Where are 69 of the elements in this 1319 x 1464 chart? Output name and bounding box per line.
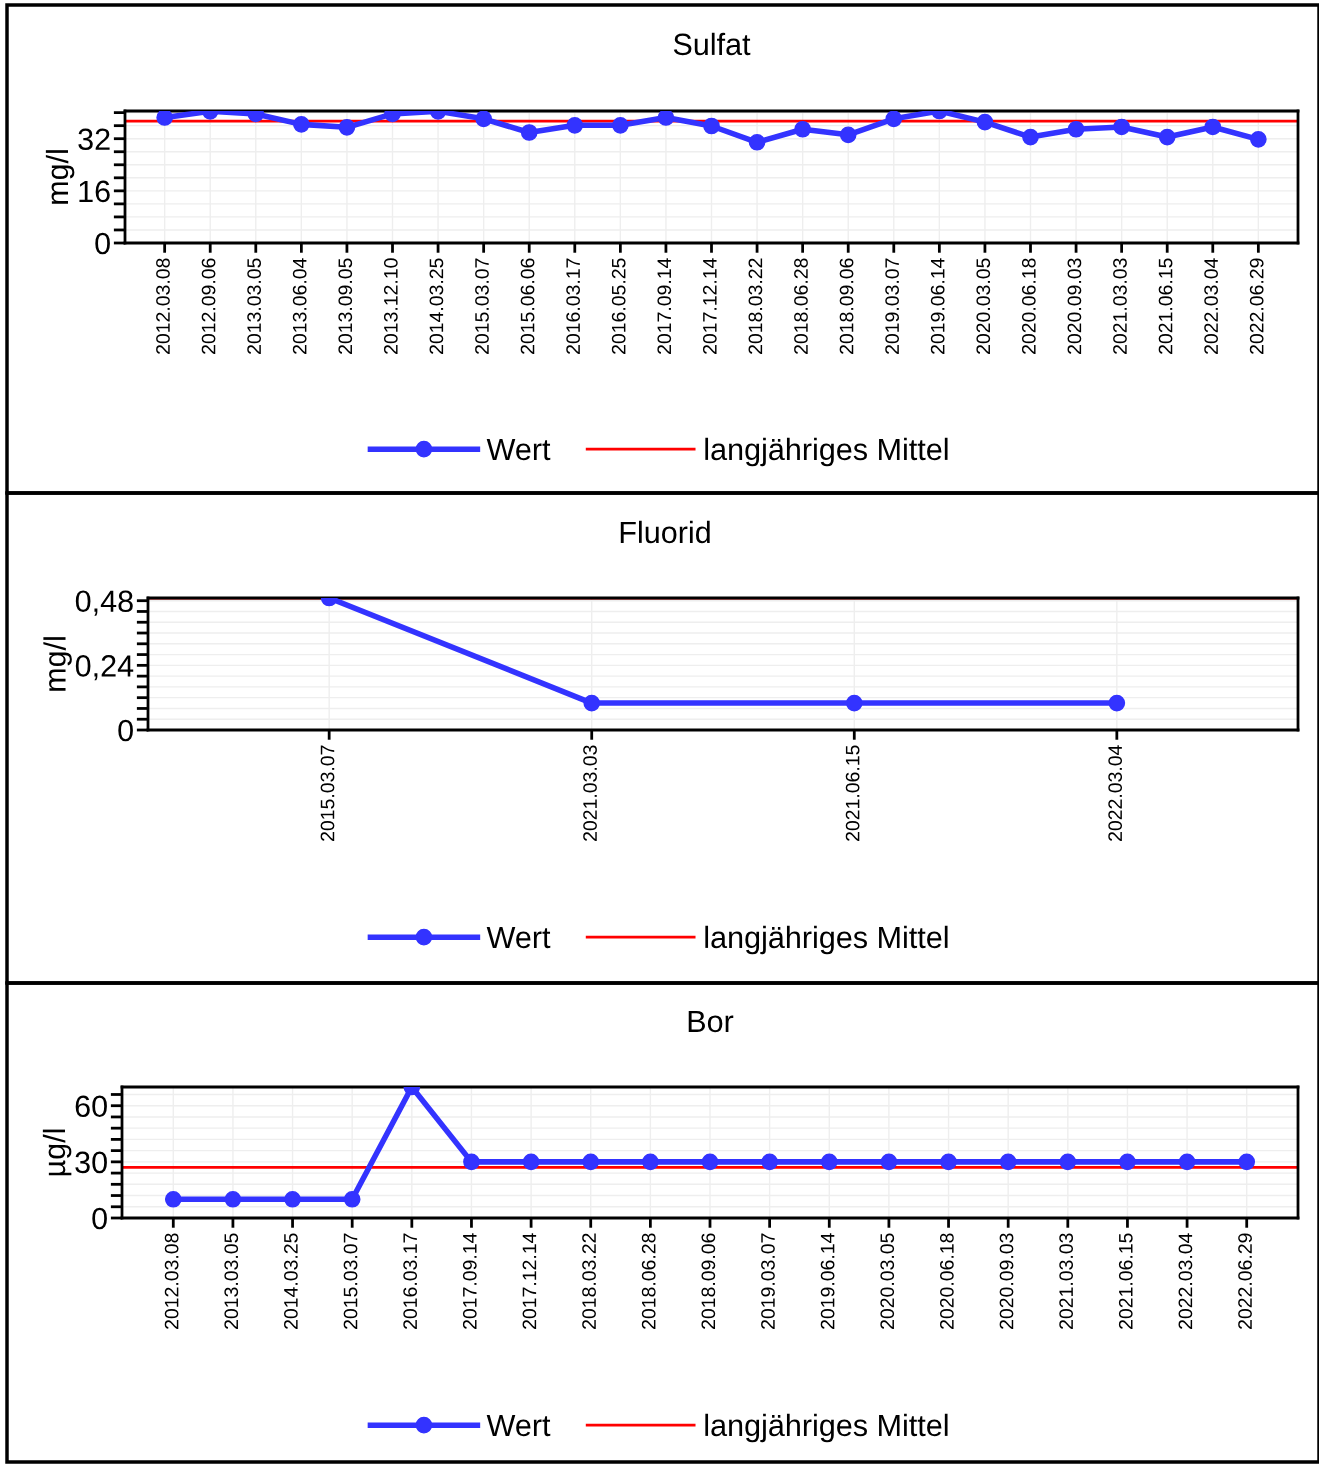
x-tick-label: 2016.03.17 (403, 1233, 418, 1329)
x-tick-label: 2018.06.28 (794, 258, 808, 354)
x-tick-label: 2018.03.22 (748, 258, 763, 354)
x-tick-label: 2022.06.29 (1249, 258, 1264, 354)
x-tick-label: 2021.06.15 (1158, 258, 1173, 354)
chart-title: Sulfat (673, 32, 751, 56)
x-tick-label: 2021.03.03 (1113, 258, 1127, 354)
x-tick-label: 2020.03.05 (880, 1233, 895, 1329)
y-tick-label: 0,48 (75, 590, 133, 616)
y-tick-label: 32 (78, 128, 110, 151)
x-tick-label: 2022.06.29 (1238, 1233, 1252, 1329)
chart-title: Fluorid (620, 520, 710, 544)
x-tick-label: 2020.09.03 (999, 1233, 1014, 1329)
x-tick-label: 2016.05.25 (611, 258, 626, 354)
y-axis-title: mg/l (43, 637, 72, 691)
x-tick-label: 2017.09.14 (657, 258, 672, 354)
y-axis-title: µg/l (42, 1129, 72, 1176)
x-tick-label: 2012.03.08 (156, 258, 170, 354)
x-tick-label: 2019.06.14 (820, 1233, 835, 1329)
x-tick-label: 2021.06.15 (1118, 1233, 1133, 1329)
y-tick-label: 0 (95, 232, 110, 255)
x-tick-label: 2020.06.18 (1021, 258, 1036, 354)
x-tick-label: 2017.12.14 (702, 258, 717, 354)
chart-title: Bor (688, 1010, 734, 1033)
y-axis-title: mg/l (45, 150, 75, 204)
y-tick-label: 16 (79, 180, 110, 203)
x-tick-label: 2022.03.04 (1108, 745, 1123, 841)
x-tick-label: 2022.03.04 (1178, 1233, 1193, 1329)
x-tick-label: 2012.03.08 (164, 1233, 179, 1329)
x-tick-label: 2015.06.06 (520, 258, 535, 354)
x-tick-label: 2021.03.03 (583, 745, 597, 841)
x-tick-label: 2013.09.05 (338, 258, 353, 354)
x-tick-label: 2021.03.03 (1059, 1233, 1074, 1329)
x-tick-label: 2014.03.25 (429, 258, 444, 354)
x-tick-label: 2020.03.05 (976, 258, 991, 354)
x-tick-label: 2020.06.18 (939, 1233, 954, 1329)
x-tick-label: 2019.06.14 (930, 258, 945, 354)
x-tick-label: 2014.03.25 (284, 1233, 298, 1329)
x-tick-label: 2018.06.28 (641, 1233, 656, 1329)
legend-label: Wert (486, 926, 551, 949)
x-tick-label: 2015.03.07 (475, 258, 489, 354)
legend-label: Wert (486, 438, 551, 461)
x-tick-label: 2018.03.22 (582, 1233, 596, 1329)
x-tick-label: 2017.09.14 (462, 1233, 477, 1329)
y-tick-label: 60 (75, 1095, 107, 1118)
y-tick-label: 30 (75, 1151, 107, 1174)
x-tick-label: 2022.03.04 (1204, 258, 1218, 354)
legend-label: langjähriges Mittel (705, 925, 948, 955)
legend-label: langjähriges Mittel (705, 437, 948, 467)
x-tick-label: 2015.03.07 (320, 745, 335, 841)
y-tick-label: 0,24 (75, 655, 134, 681)
y-tick-label: 0 (92, 1207, 107, 1230)
x-tick-label: 2017.12.14 (522, 1233, 537, 1329)
x-tick-label: 2021.06.15 (845, 745, 860, 841)
x-tick-label: 2012.09.06 (201, 258, 216, 354)
x-tick-label: 2013.03.05 (247, 258, 262, 354)
legend-label: Wert (486, 1414, 551, 1437)
x-tick-label: 2018.09.06 (839, 258, 854, 354)
legend-label: langjähriges Mittel (705, 1413, 948, 1443)
x-tick-label: 2013.06.04 (292, 258, 307, 354)
x-tick-label: 2019.03.07 (885, 258, 899, 354)
x-tick-label: 2020.09.03 (1067, 258, 1082, 354)
y-tick-label: 0 (118, 719, 133, 742)
x-tick-label: 2018.09.06 (701, 1233, 716, 1329)
x-tick-label: 2015.03.07 (343, 1233, 358, 1329)
x-tick-label: 2013.12.10 (383, 258, 398, 354)
x-tick-label: 2016.03.17 (566, 258, 581, 354)
x-tick-label: 2019.03.07 (761, 1233, 775, 1329)
x-tick-label: 2013.03.05 (224, 1233, 239, 1329)
